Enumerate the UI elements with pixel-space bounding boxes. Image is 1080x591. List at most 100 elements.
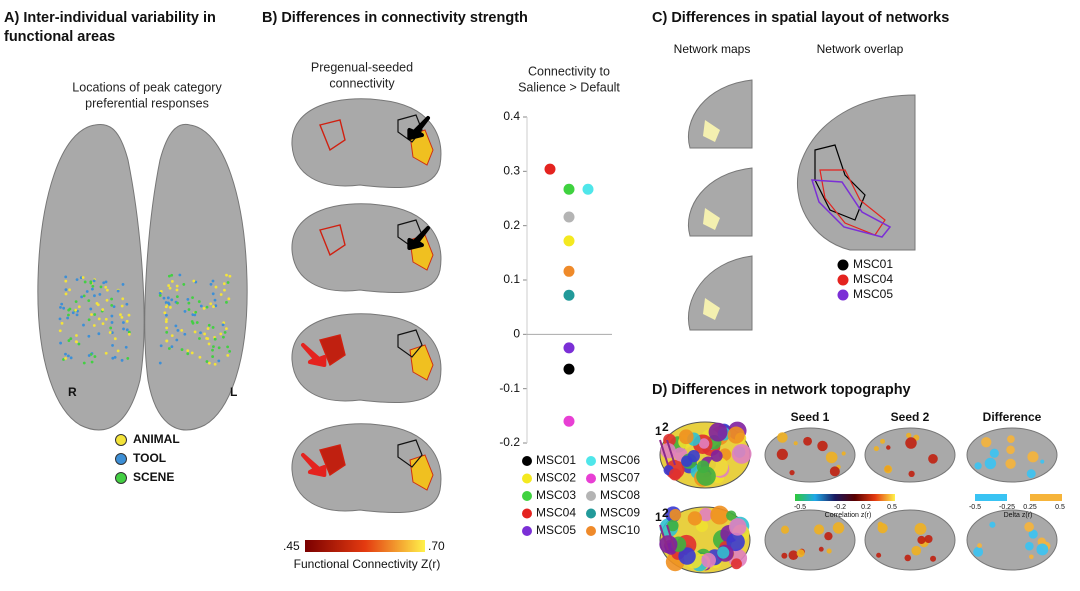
legend-dot bbox=[586, 508, 596, 519]
peak-dot bbox=[122, 327, 125, 331]
peak-dot bbox=[75, 334, 78, 337]
peak-dot bbox=[89, 307, 93, 311]
legend-label: MSC06 bbox=[600, 453, 640, 467]
dot bbox=[563, 211, 575, 223]
y-tick-label: -0.2 bbox=[499, 435, 520, 449]
legend-label: TOOL bbox=[133, 451, 166, 465]
legend-label: MSC08 bbox=[600, 488, 640, 502]
peak-dot bbox=[223, 330, 227, 334]
colorbar bbox=[795, 494, 895, 501]
peak-dot bbox=[62, 358, 65, 361]
activation-patch bbox=[914, 522, 927, 535]
peak-dot bbox=[207, 323, 211, 327]
activation-patch bbox=[917, 535, 926, 545]
legend-dot bbox=[837, 289, 849, 301]
activation-patch bbox=[928, 453, 938, 464]
peak-dot bbox=[93, 355, 97, 358]
network-outline bbox=[319, 334, 346, 367]
peak-dot bbox=[223, 288, 226, 292]
peak-dot bbox=[175, 295, 179, 299]
activation-patch bbox=[906, 432, 912, 439]
legend-label: MSC04 bbox=[853, 272, 893, 286]
legend-dot bbox=[522, 526, 532, 536]
peak-dot bbox=[222, 335, 225, 339]
peak-dot bbox=[110, 297, 114, 301]
peak-dot bbox=[127, 330, 131, 334]
peak-dot bbox=[90, 313, 93, 316]
peak-dot bbox=[125, 328, 129, 332]
arrow bbox=[301, 343, 327, 367]
peak-dot bbox=[74, 308, 78, 312]
brain-ventral bbox=[37, 123, 145, 431]
activation-patch bbox=[832, 522, 845, 534]
peak-dot bbox=[67, 313, 70, 317]
peak-dot bbox=[120, 358, 124, 362]
dot bbox=[563, 289, 575, 301]
peak-dot bbox=[58, 329, 62, 333]
activation-patch bbox=[1024, 522, 1034, 532]
peak-dot bbox=[59, 341, 62, 345]
peak-dot bbox=[170, 298, 174, 302]
peak-dot bbox=[66, 316, 70, 320]
legend-dot bbox=[586, 526, 596, 536]
peak-dot bbox=[166, 301, 170, 305]
peak-dot bbox=[227, 297, 231, 301]
peak-dot bbox=[90, 287, 94, 291]
peak-dot bbox=[191, 313, 195, 317]
colorbar-label: 0.5 bbox=[887, 504, 897, 511]
peak-dot bbox=[180, 348, 184, 351]
subtitle: connectivity bbox=[329, 76, 395, 90]
peak-dot bbox=[168, 286, 172, 290]
colorbar-label: 0.5 bbox=[1055, 504, 1065, 511]
network-outline bbox=[319, 119, 346, 152]
network-patch bbox=[726, 532, 745, 552]
peak-dot bbox=[180, 328, 184, 332]
peak-dot bbox=[187, 301, 191, 305]
peak-dot bbox=[64, 292, 68, 296]
peak-dot bbox=[83, 280, 87, 284]
peak-dot bbox=[170, 334, 174, 338]
legend-label: MSC04 bbox=[536, 506, 576, 520]
colorbar-title: Delta z(r) bbox=[1004, 512, 1033, 519]
peak-dot bbox=[158, 361, 162, 365]
activation-patch bbox=[781, 552, 788, 559]
activation-patch bbox=[883, 465, 893, 474]
peak-dot bbox=[77, 342, 81, 346]
activation-patch bbox=[1028, 529, 1038, 539]
legend-label: SCENE bbox=[133, 470, 174, 484]
peak-dot bbox=[87, 354, 91, 357]
legend-label: MSC07 bbox=[600, 471, 640, 485]
legend-label: MSC01 bbox=[853, 257, 893, 271]
activation-patch bbox=[886, 445, 891, 450]
column-title: Network maps bbox=[674, 42, 751, 56]
network-patch bbox=[701, 552, 716, 568]
peak-dot bbox=[87, 318, 91, 322]
peak-dot bbox=[75, 313, 79, 317]
peak-dot bbox=[110, 321, 114, 324]
colorbar bbox=[305, 540, 425, 552]
peak-dot bbox=[58, 317, 62, 321]
y-tick-label: 0.3 bbox=[503, 164, 520, 178]
peak-dot bbox=[206, 327, 210, 330]
subtitle: preferential responses bbox=[85, 96, 209, 110]
hemisphere-label: L bbox=[230, 385, 237, 399]
legend-dot bbox=[522, 456, 532, 466]
activation-patch bbox=[1007, 435, 1015, 444]
brain-medial bbox=[291, 98, 442, 189]
colorbar-label: .70 bbox=[428, 539, 445, 553]
seed-label: 2 bbox=[662, 420, 669, 434]
peak-dot bbox=[109, 326, 113, 330]
dot bbox=[563, 265, 575, 277]
dot bbox=[544, 163, 556, 175]
legend-dot bbox=[522, 491, 532, 501]
legend-label: MSC05 bbox=[853, 287, 893, 301]
activation-patch bbox=[880, 438, 886, 444]
network-outline bbox=[397, 439, 423, 468]
peak-dot bbox=[186, 297, 190, 301]
peak-dot bbox=[226, 345, 230, 349]
activation-patch bbox=[973, 546, 984, 557]
panel-title: D) Differences in network topography bbox=[652, 382, 911, 398]
peak-dot bbox=[176, 301, 179, 305]
dot bbox=[582, 183, 594, 195]
network-patch bbox=[668, 468, 682, 481]
